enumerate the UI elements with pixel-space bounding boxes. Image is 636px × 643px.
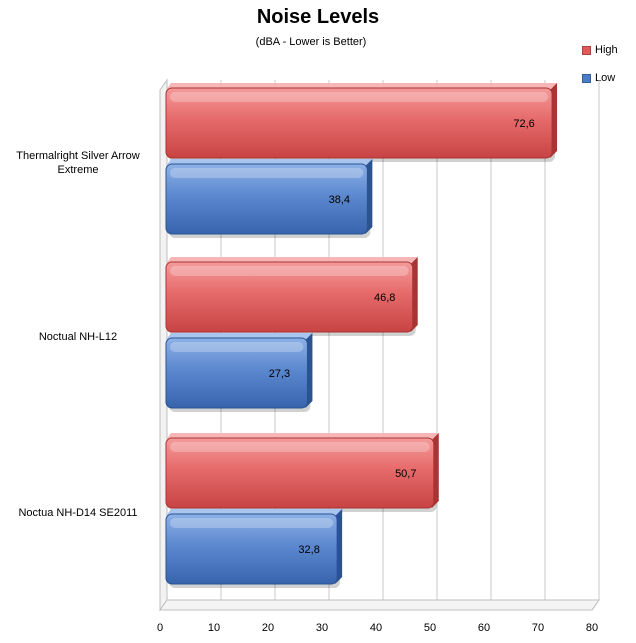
chart-subtitle: (dBA - Lower is Better) — [255, 36, 367, 48]
bar-high — [165, 87, 553, 159]
x-tick-label: 50 — [424, 622, 436, 634]
x-tick-label: 30 — [316, 622, 328, 634]
bar-highlight — [170, 266, 409, 276]
floor — [159, 599, 600, 611]
x-tick-label: 70 — [532, 622, 544, 634]
legend-item-low: Low — [582, 70, 618, 86]
bar-highlight — [170, 342, 304, 352]
category-label: Noctual NH-L12 — [39, 331, 117, 343]
x-tick-label: 0 — [157, 622, 163, 634]
data-label: 27,3 — [269, 368, 290, 380]
bar-highlight — [170, 518, 334, 528]
data-label: 72,6 — [513, 118, 534, 130]
legend-label-low: Low — [595, 72, 616, 84]
bar-high — [165, 437, 435, 509]
bar-low — [165, 163, 368, 235]
legend-item-high: High — [582, 42, 618, 58]
x-tick-label: 40 — [370, 622, 382, 634]
x-tick-label: 20 — [262, 622, 274, 634]
category-label: Thermalright Silver Arrow Extreme — [16, 150, 140, 176]
data-label: 46,8 — [374, 292, 395, 304]
data-label: 32,8 — [298, 544, 319, 556]
chart-title: Noise Levels — [256, 6, 380, 28]
bar-low — [165, 337, 308, 409]
legend-swatch-low — [582, 73, 591, 83]
legend-swatch-high — [582, 45, 591, 55]
bar-highlight — [170, 168, 364, 178]
bar-highlight — [170, 92, 549, 102]
bar-highlight — [170, 442, 430, 452]
x-tick-label: 10 — [208, 622, 220, 634]
data-label: 38,4 — [329, 194, 350, 206]
data-label: 50,7 — [395, 468, 416, 480]
x-tick-label: 80 — [586, 622, 598, 634]
bar-high — [165, 261, 414, 333]
bar-low — [165, 513, 338, 585]
x-tick-label: 60 — [478, 622, 490, 634]
legend: High Low — [582, 42, 618, 98]
legend-label-high: High — [595, 44, 618, 56]
category-label: Noctua NH-D14 SE2011 — [18, 507, 137, 519]
